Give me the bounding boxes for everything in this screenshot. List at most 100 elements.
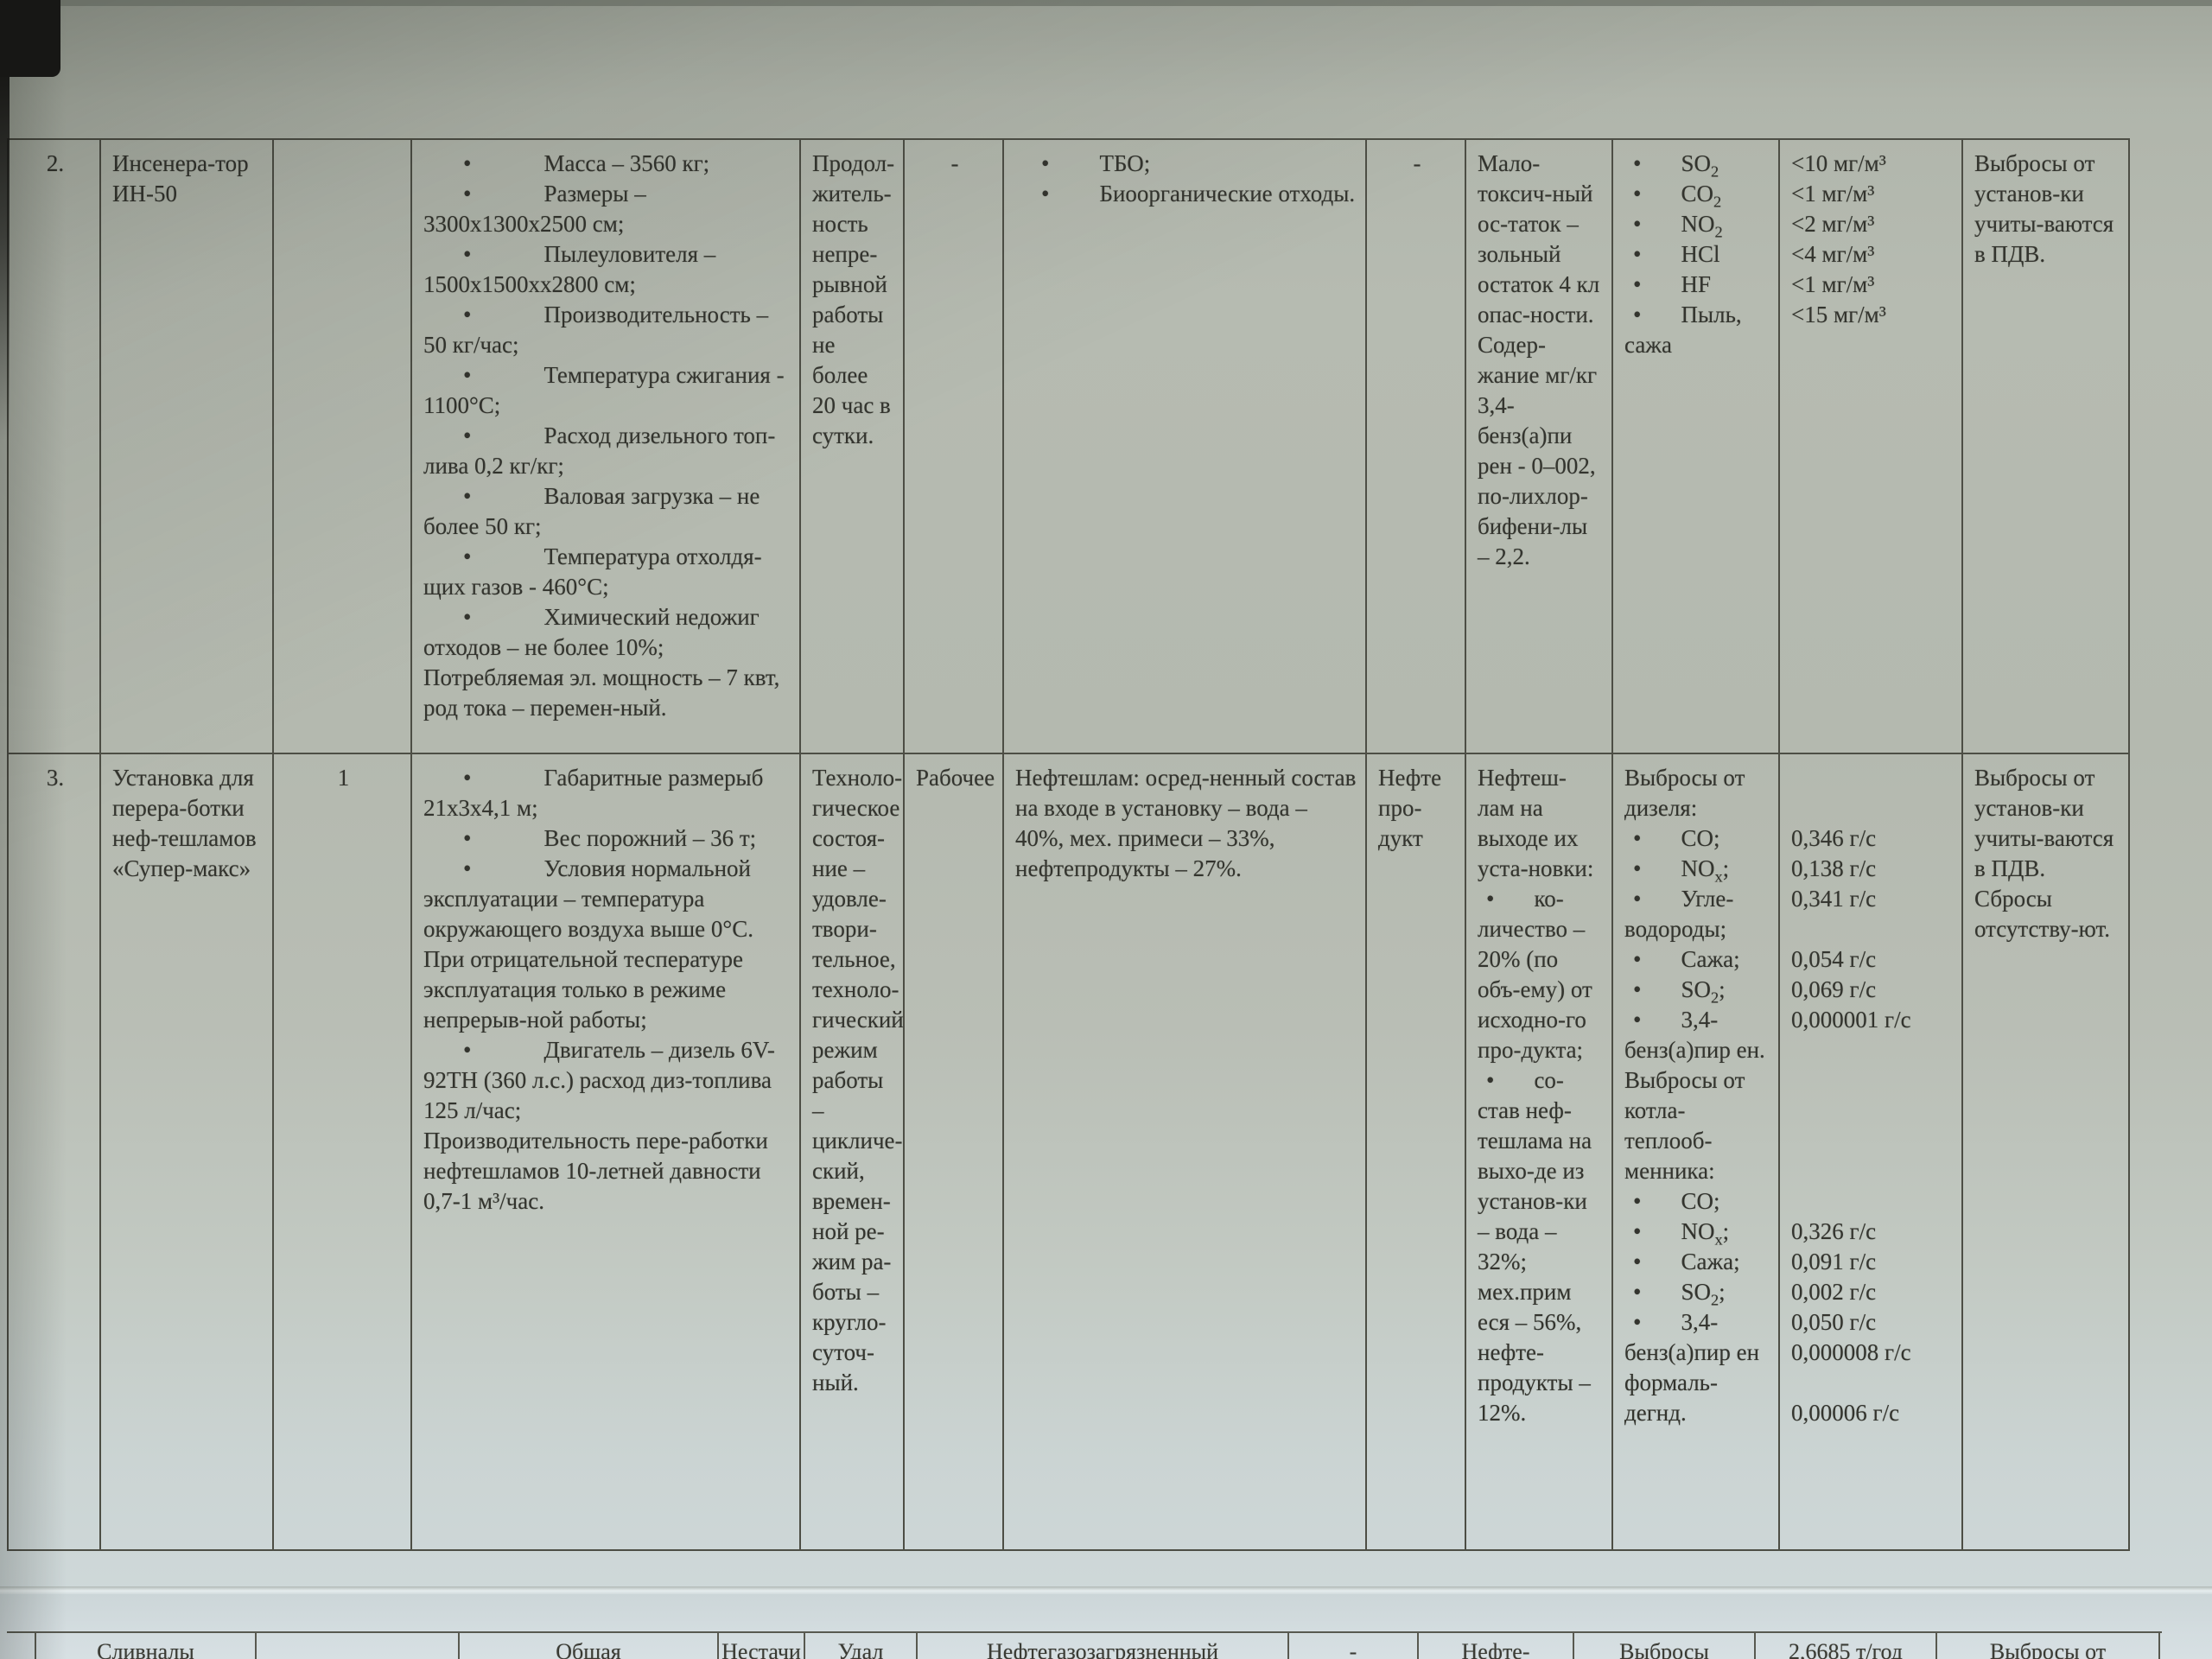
cell-r2-mode: Продол-житель-ность непре-рывной работы … bbox=[799, 138, 905, 754]
cell-r2-input: ТБО;Биоорганические отходы. bbox=[1002, 138, 1367, 754]
substance-item: HF bbox=[1624, 270, 1770, 300]
value-item: 0,091 г/с bbox=[1791, 1249, 1877, 1274]
value-item bbox=[1791, 1156, 1953, 1186]
value-item: 0,00006 г/с bbox=[1791, 1400, 1900, 1426]
note-text: Выбросы от установ-ки учиты-ваются в ПДВ… bbox=[1974, 765, 2114, 942]
input-list: ТБО;Биоорганические отходы. bbox=[1015, 149, 1357, 209]
input-list: Нефтешлам: осред-ненный состав на входе … bbox=[1015, 763, 1357, 884]
cell-r3-note: Выбросы от установ-ки учиты-ваются в ПДВ… bbox=[1961, 753, 2130, 1551]
list-item: Производительность – 50 кг/час; bbox=[423, 300, 791, 360]
mode-text: Техноло-гическое состоя-ние – удовле-тво… bbox=[812, 765, 904, 1395]
substance-item: NO2 bbox=[1624, 209, 1770, 240]
list-item: Биоорганические отходы. bbox=[1015, 179, 1357, 209]
substance-item: CO2 bbox=[1624, 179, 1770, 210]
partial-cell: Выбросы от bbox=[1936, 1633, 2160, 1659]
equipment-name: Установка для перера-ботки неф-тешламов … bbox=[112, 765, 257, 881]
emission-values-list: <10 мг/м³ <1 мг/м³ <2 мг/м³ <4 мг/м³ <1 мг/м… bbox=[1791, 149, 1953, 330]
substance-item: Выбросы от котла-теплооб-менника: bbox=[1624, 1067, 1745, 1184]
partial-cell: - bbox=[1287, 1633, 1417, 1659]
emission-values-list: 0,346 г/с 0,138 г/с 0,341 г/с 0,054 г/с 0,06… bbox=[1791, 763, 1953, 1428]
equipment-table: 2. Инсенера-тор ИН-50 Масса – 3560 кг;Ра… bbox=[7, 138, 2130, 1551]
substance-item: SO2; bbox=[1624, 1277, 1770, 1308]
list-item: Производительность пере-работки нефтешла… bbox=[423, 1128, 768, 1214]
value-item: 0,002 г/с bbox=[1791, 1279, 1877, 1305]
substance-item: Выбросы от дизеля: bbox=[1624, 765, 1745, 821]
list-item: ТБО; bbox=[1015, 149, 1357, 179]
state-text: - bbox=[950, 150, 959, 176]
value-item: <10 мг/м³ bbox=[1791, 150, 1886, 176]
list-item: Мало-токсич-ный ос-таток – зольный остат… bbox=[1478, 150, 1600, 569]
value-item: 0,326 г/с bbox=[1791, 1218, 1877, 1244]
product-text: - bbox=[1413, 150, 1421, 176]
value-item bbox=[1791, 1126, 1953, 1156]
cell-r2-state: - bbox=[903, 138, 1004, 754]
value-item: 0,000008 г/с bbox=[1791, 1339, 1911, 1365]
value-item: 0,138 г/с bbox=[1791, 855, 1877, 881]
characteristics-list: Габаритные размерыб 21х3х4,1 м;Вес порож… bbox=[423, 763, 791, 1217]
list-item: Нефтешлам: осред-ненный состав на входе … bbox=[1015, 765, 1357, 881]
mode-text: Продол-житель-ность непре-рывной работы … bbox=[812, 150, 895, 448]
row-number: 3. bbox=[46, 765, 65, 791]
cell-r3-output: Нефтеш-лам на выходе их уста-новки:ко-ли… bbox=[1465, 753, 1613, 1551]
value-item: 0,069 г/с bbox=[1791, 976, 1877, 1002]
cell-r2-count bbox=[272, 138, 412, 754]
value-item: <2 мг/м³ bbox=[1791, 211, 1875, 237]
state-text: Рабочее bbox=[916, 765, 995, 791]
partial-cell: Сливналы bbox=[35, 1633, 255, 1659]
partial-cell bbox=[255, 1633, 458, 1659]
next-sheet-partial-row: Сливналы Общая Нестачи Удал Нефтегазозагрязн… bbox=[7, 1631, 2162, 1659]
cell-r3-state: Рабочее bbox=[903, 753, 1004, 1551]
value-item: <4 мг/м³ bbox=[1791, 241, 1875, 267]
background-left-edge bbox=[0, 69, 10, 441]
sheet-edge bbox=[0, 1586, 2212, 1594]
cell-r3-product: Нефте про-дукт bbox=[1365, 753, 1466, 1551]
substance-item: сажа bbox=[1624, 332, 1672, 358]
list-item: Габаритные размерыб 21х3х4,1 м; bbox=[423, 763, 791, 823]
characteristics-list: Масса – 3560 кг;Размеры – 3300х1300х2500… bbox=[423, 149, 791, 723]
list-item: Условия нормальной эксплуатации – темпер… bbox=[423, 854, 791, 1035]
list-item: Размеры – 3300х1300х2500 см; bbox=[423, 179, 791, 239]
value-item bbox=[1791, 1035, 1953, 1065]
substances-list: SO2CO2NO2HClHFПыль,сажа bbox=[1624, 149, 1770, 360]
cell-r3-values: 0,346 г/с 0,138 г/с 0,341 г/с 0,054 г/с 0,06… bbox=[1778, 753, 1963, 1551]
list-item: Пылеуловителя – 1500х1500хх2800 см; bbox=[423, 239, 791, 300]
photo-top-shadow bbox=[0, 0, 2212, 6]
table-row-incinerator: 2. Инсенера-тор ИН-50 Масса – 3560 кг;Ра… bbox=[7, 138, 2130, 754]
note-text: Выбросы от установ-ки учиты-ваются в ПДВ… bbox=[1974, 150, 2114, 267]
list-item: Валовая загрузка – не более 50 кг; bbox=[423, 481, 791, 542]
substance-item: Пыль, bbox=[1624, 300, 1770, 330]
list-item: Температура сжигания - 1100°С; bbox=[423, 360, 791, 421]
cell-r2-substances: SO2CO2NO2HClHFПыль,сажа bbox=[1611, 138, 1780, 754]
partial-cell: Нефте- bbox=[1417, 1633, 1573, 1659]
list-item: ко-личество – 20% (по объ-ему) от исходн… bbox=[1478, 884, 1603, 1065]
background-corner bbox=[0, 0, 60, 77]
list-item: Химический недожиг отходов – не более 10… bbox=[423, 602, 791, 663]
list-item: Масса – 3560 кг; bbox=[423, 149, 791, 179]
equipment-name: Инсенера-тор ИН-50 bbox=[112, 150, 249, 207]
cell-r3-mode: Техноло-гическое состоя-ние – удовле-тво… bbox=[799, 753, 905, 1551]
cell-r3-input: Нефтешлам: осред-ненный состав на входе … bbox=[1002, 753, 1367, 1551]
cell-r2-note: Выбросы от установ-ки учиты-ваются в ПДВ… bbox=[1961, 138, 2130, 754]
value-item bbox=[1791, 1368, 1953, 1398]
cell-r3-number: 3. bbox=[7, 753, 101, 1551]
cell-r2-number: 2. bbox=[7, 138, 101, 754]
value-item: <1 мг/м³ bbox=[1791, 271, 1875, 297]
partial-cell: Удал bbox=[804, 1633, 916, 1659]
partial-cell: Нестачи bbox=[717, 1633, 804, 1659]
partial-cell: Нефтегазозагрязненный bbox=[916, 1633, 1287, 1659]
partial-cell: Общая bbox=[458, 1633, 717, 1659]
table-row-supermax: 3. Установка для перера-ботки неф-тешлам… bbox=[7, 753, 2130, 1551]
value-item: 0,050 г/с bbox=[1791, 1309, 1877, 1335]
list-item: Вес порожний – 36 т; bbox=[423, 823, 791, 854]
partial-cell: Выбросы bbox=[1573, 1633, 1754, 1659]
value-item: 0,054 г/с bbox=[1791, 946, 1877, 972]
value-item bbox=[1791, 1186, 1953, 1217]
value-item: 0,000001 г/с bbox=[1791, 1007, 1911, 1033]
cell-r2-name: Инсенера-тор ИН-50 bbox=[99, 138, 274, 754]
value-item: 0,341 г/с bbox=[1791, 886, 1877, 912]
list-item: Температура отхолдя-щих газов - 460°С; bbox=[423, 542, 791, 602]
substance-item: SO2; bbox=[1624, 975, 1770, 1006]
substance-item: CO; bbox=[1624, 1186, 1770, 1217]
substance-item: CO; bbox=[1624, 823, 1770, 854]
product-text: Нефте про-дукт bbox=[1378, 765, 1442, 851]
